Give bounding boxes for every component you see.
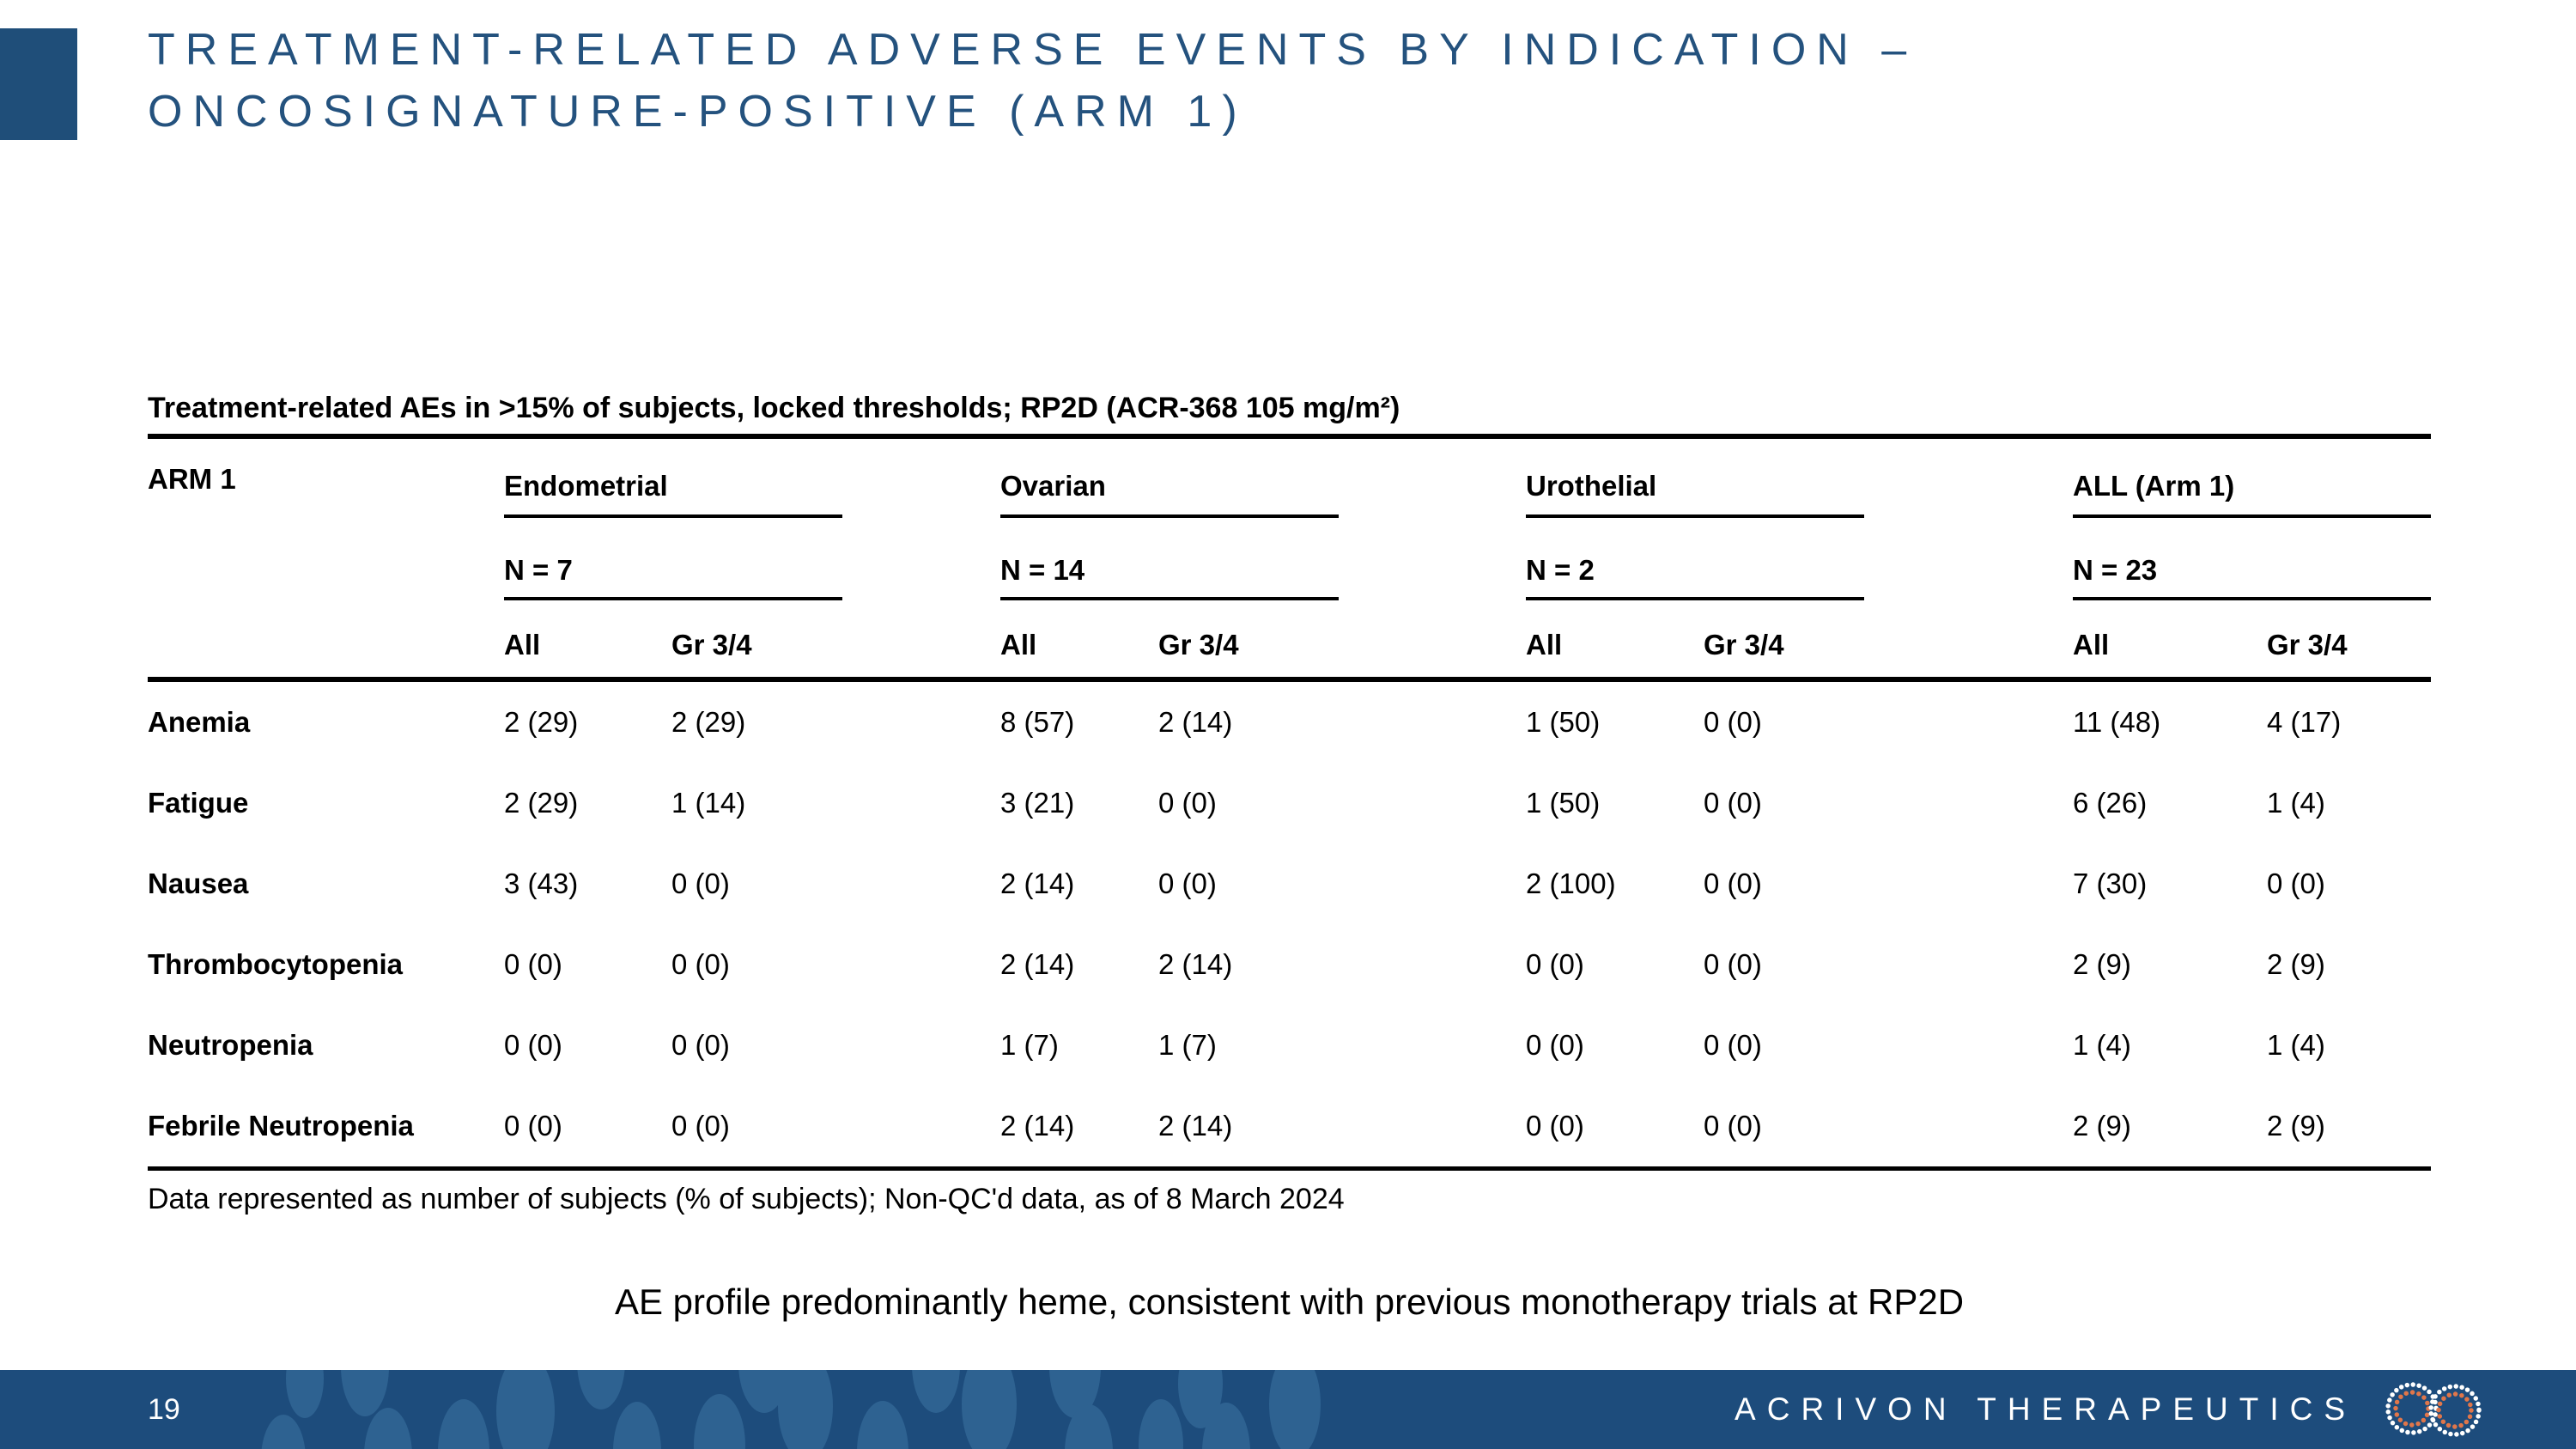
ae-cell: 2 (14)	[1158, 1110, 1233, 1142]
ae-cell: 11 (48)	[2073, 706, 2161, 738]
ae-cell: 2 (14)	[1000, 868, 1075, 899]
ae-row-label: Thrombocytopenia	[148, 948, 404, 980]
ae-table: Treatment-related AEs in >15% of subject…	[148, 388, 2431, 1216]
ae-cell: 1 (14)	[671, 787, 746, 819]
column-group-all-arm1: ALL (Arm 1)	[2073, 439, 2431, 518]
subheader-all: All	[2073, 629, 2110, 661]
group-n-endometrial: N = 7	[504, 518, 1000, 600]
group-n-label: N = 23	[2073, 518, 2431, 600]
company-wordmark: ACRIVON THERAPEUTICS	[1735, 1391, 2356, 1427]
table-body: Anemia 2 (29) 2 (29) 8 (57) 2 (14) 1 (50…	[148, 682, 2431, 1171]
column-group-label: ALL (Arm 1)	[2073, 439, 2431, 518]
column-group-label: Urothelial	[1526, 439, 1864, 518]
group-n-label: N = 2	[1526, 518, 1864, 600]
subheader-gr34: Gr 3/4	[1158, 629, 1239, 661]
ae-cell: 2 (14)	[1000, 948, 1075, 980]
ae-cell: 2 (14)	[1000, 1110, 1075, 1142]
slide-title-line2: ONCOSIGNATURE-POSITIVE (ARM 1)	[148, 87, 1248, 137]
ae-cell: 0 (0)	[1704, 948, 1762, 980]
ae-cell: 8 (57)	[1000, 706, 1075, 738]
slide-title-line1: TREATMENT-RELATED ADVERSE EVENTS BY INDI…	[148, 25, 1917, 75]
ae-cell: 0 (0)	[1704, 1029, 1762, 1061]
ae-cell: 0 (0)	[671, 1029, 730, 1061]
ae-cell: 2 (9)	[2073, 948, 2131, 980]
column-group-urothelial: Urothelial	[1526, 439, 2073, 518]
ae-cell: 3 (21)	[1000, 787, 1075, 819]
subheader-gr34: Gr 3/4	[671, 629, 752, 661]
column-group-label: Ovarian	[1000, 439, 1339, 518]
ae-cell: 1 (50)	[1526, 787, 1601, 819]
group-n-label: N = 7	[504, 518, 842, 600]
ae-cell: 0 (0)	[1704, 706, 1762, 738]
ae-cell: 2 (9)	[2073, 1110, 2131, 1142]
ae-cell: 0 (0)	[1704, 787, 1762, 819]
ae-cell: 0 (0)	[1526, 1029, 1584, 1061]
ae-cell: 2 (9)	[2267, 1110, 2325, 1142]
company-logo-icon	[2385, 1382, 2482, 1437]
table-header: ARM 1 Endometrial Ovarian Urothelial ALL…	[148, 434, 2431, 682]
takeaway-statement: AE profile predominantly heme, consisten…	[614, 1282, 1965, 1322]
ae-cell: 3 (43)	[504, 868, 579, 899]
ae-row-label: Neutropenia	[148, 1029, 313, 1061]
subheader-all: All	[1526, 629, 1563, 661]
ae-cell: 0 (0)	[1526, 1110, 1584, 1142]
ae-cell: 0 (0)	[504, 1029, 562, 1061]
subheader-all: All	[1000, 629, 1037, 661]
column-group-ovarian: Ovarian	[1000, 439, 1526, 518]
ae-cell: 1 (4)	[2267, 1029, 2325, 1061]
ae-cell: 7 (30)	[2073, 868, 2148, 899]
ae-cell: 2 (29)	[504, 787, 579, 819]
column-group-endometrial: Endometrial	[504, 439, 1000, 518]
slide-title: TREATMENT-RELATED ADVERSE EVENTS BY INDI…	[148, 19, 2466, 143]
table-caption: Treatment-related AEs in >15% of subject…	[148, 392, 1400, 424]
group-n-all-arm1: N = 23	[2073, 518, 2431, 600]
ae-cell: 2 (29)	[504, 706, 579, 738]
ae-cell: 2 (100)	[1526, 868, 1616, 899]
ae-cell: 0 (0)	[2267, 868, 2325, 899]
ae-cell: 0 (0)	[504, 1110, 562, 1142]
ae-row-label: Fatigue	[148, 787, 249, 819]
ae-row-label: Anemia	[148, 706, 251, 738]
column-header-arm1: ARM 1	[148, 463, 236, 495]
column-group-label: Endometrial	[504, 439, 842, 518]
subheader-gr34: Gr 3/4	[2267, 629, 2348, 661]
group-n-ovarian: N = 14	[1000, 518, 1526, 600]
title-accent-square	[0, 28, 77, 140]
ae-cell: 1 (7)	[1158, 1029, 1217, 1061]
group-n-label: N = 14	[1000, 518, 1339, 600]
ae-cell: 0 (0)	[671, 1110, 730, 1142]
ae-cell: 2 (14)	[1158, 706, 1233, 738]
ae-cell: 4 (17)	[2267, 706, 2342, 738]
subheader-gr34: Gr 3/4	[1704, 629, 1784, 661]
ae-cell: 1 (50)	[1526, 706, 1601, 738]
ae-cell: 0 (0)	[671, 868, 730, 899]
footer-oval-pattern	[261, 1370, 1321, 1449]
group-n-urothelial: N = 2	[1526, 518, 2073, 600]
ae-cell: 2 (9)	[2267, 948, 2325, 980]
ae-cell: 2 (14)	[1158, 948, 1233, 980]
ae-cell: 6 (26)	[2073, 787, 2148, 819]
ae-cell: 0 (0)	[1158, 868, 1217, 899]
ae-cell: 0 (0)	[1158, 787, 1217, 819]
ae-row-label: Nausea	[148, 868, 249, 899]
table-footnote: Data represented as number of subjects (…	[148, 1183, 1345, 1215]
ae-cell: 1 (7)	[1000, 1029, 1059, 1061]
ae-cell: 0 (0)	[671, 948, 730, 980]
ae-cell: 0 (0)	[1704, 1110, 1762, 1142]
ae-cell: 1 (4)	[2267, 787, 2325, 819]
ae-cell: 0 (0)	[1526, 948, 1584, 980]
ae-cell: 1 (4)	[2073, 1029, 2131, 1061]
ae-row-label: Febrile Neutropenia	[148, 1110, 414, 1142]
ae-cell: 2 (29)	[671, 706, 746, 738]
page-number: 19	[148, 1392, 180, 1426]
ae-cell: 0 (0)	[504, 948, 562, 980]
subheader-all: All	[504, 629, 541, 661]
footer-bar: 19 ACRIVON THERAPEUTICS	[0, 1370, 2576, 1449]
ae-cell: 0 (0)	[1704, 868, 1762, 899]
